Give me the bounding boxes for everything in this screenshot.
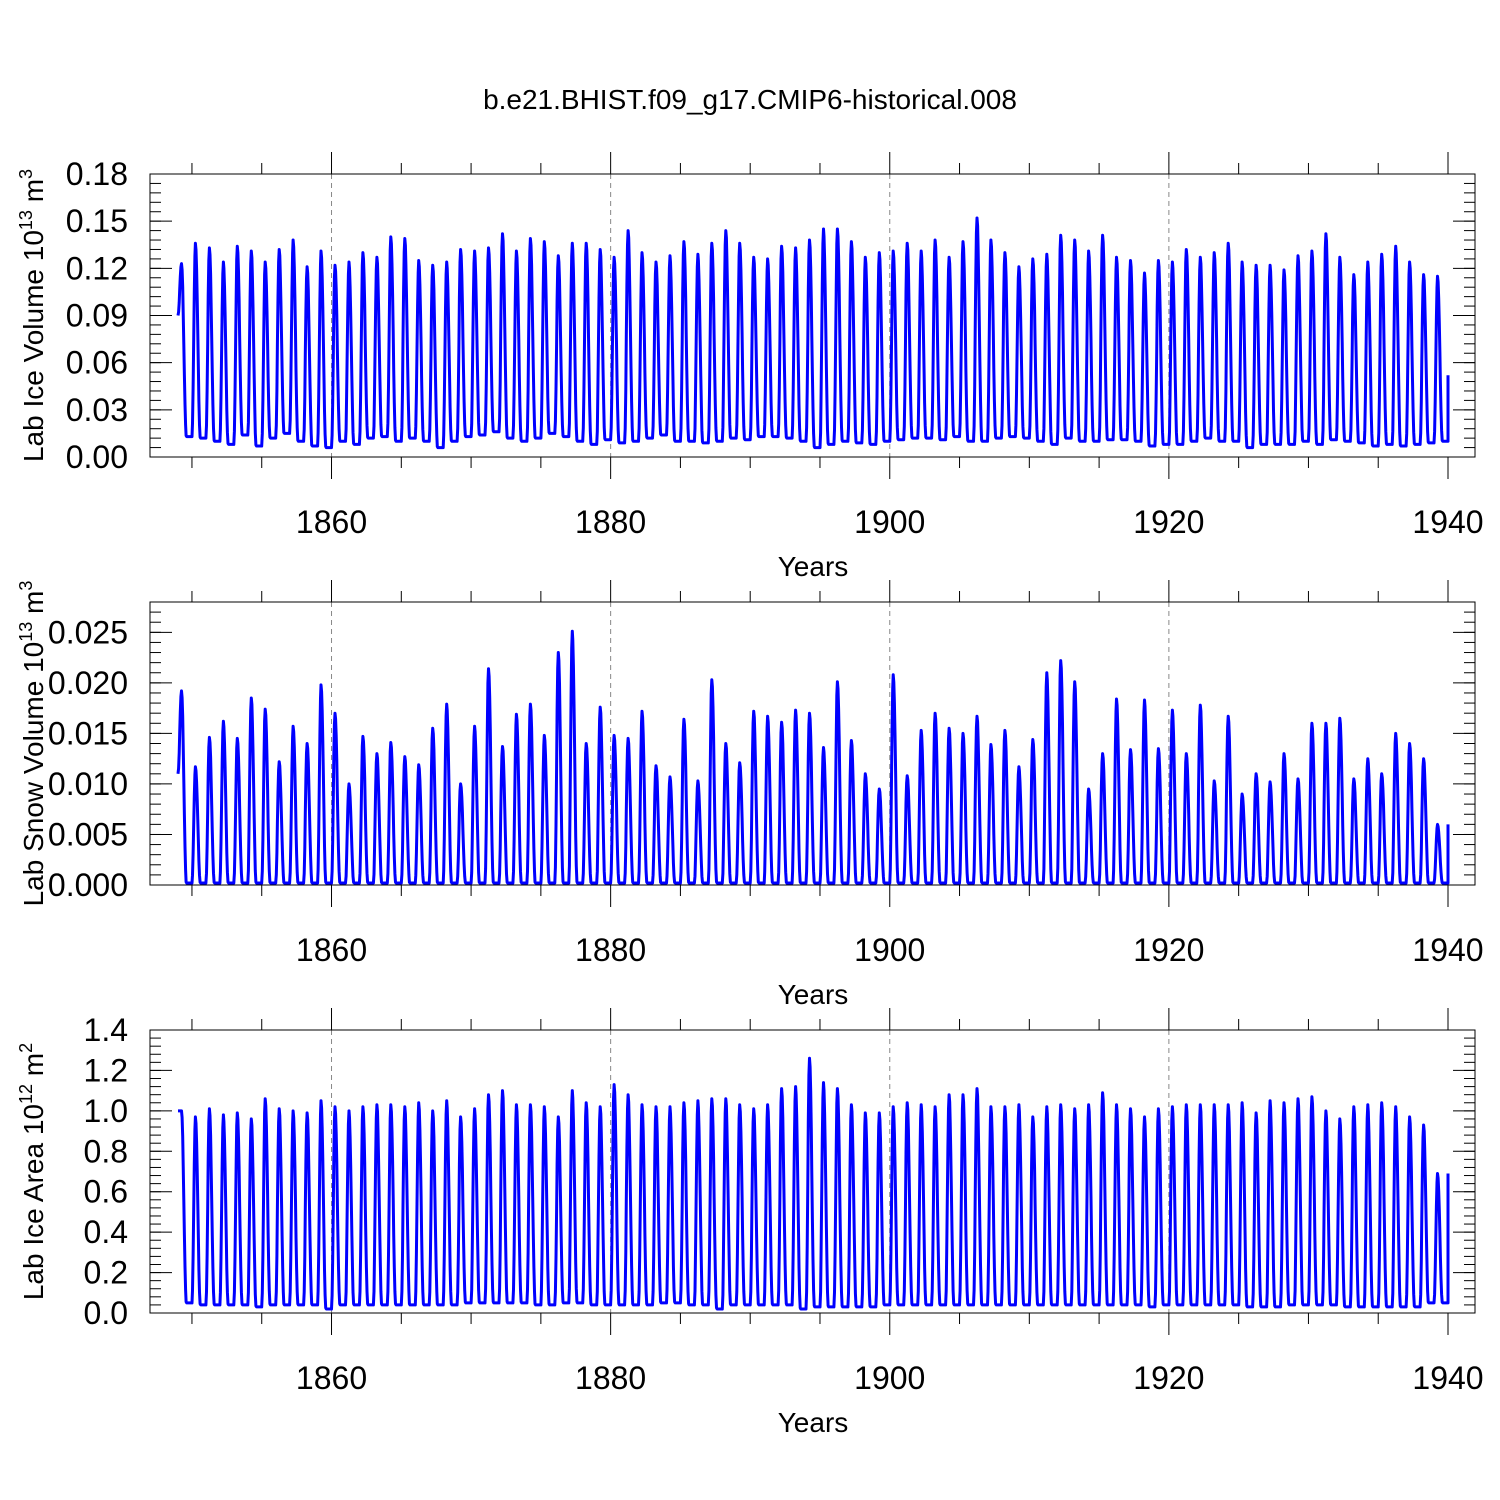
- ytick-label: 0.4: [84, 1214, 128, 1250]
- y-label-superscript: 3: [16, 169, 36, 179]
- y-label-superscript: 2: [16, 1043, 36, 1053]
- xtick-label-1860: 1860: [296, 932, 367, 968]
- ytick-label: 1.4: [84, 1012, 128, 1048]
- ice-volume-y-axis-label: Lab Ice Volume 1013 m3: [16, 169, 49, 462]
- ytick-label: 0.12: [66, 250, 128, 286]
- y-label-text: m: [18, 591, 49, 622]
- xtick-label-1880: 1880: [575, 504, 646, 540]
- xtick-label-1940: 1940: [1412, 1360, 1483, 1396]
- ice-volume-panel: 0.00 0.03 0.06 0.09 0.12 0.15 0.18 1860 1880 1900…: [16, 152, 1484, 582]
- ice-area-y-axis-label: Lab Ice Area 1012 m2: [16, 1043, 49, 1300]
- ytick-label: 0.6: [84, 1174, 128, 1210]
- ytick-label: 0.09: [66, 298, 128, 334]
- ytick-label: 1.2: [84, 1052, 128, 1088]
- ytick-label: 0.15: [66, 203, 128, 239]
- ytick-label: 0.020: [48, 665, 128, 701]
- xtick-label-1900: 1900: [854, 932, 925, 968]
- ytick-label: 0.0: [84, 1295, 128, 1331]
- xtick-label-1940: 1940: [1412, 504, 1483, 540]
- ice-area-plot-frame: [149, 1029, 1476, 1314]
- xtick-label-1860: 1860: [296, 1360, 367, 1396]
- ytick-label: 0.005: [48, 816, 128, 852]
- ytick-label: 0.010: [48, 766, 128, 802]
- xtick-label-1880: 1880: [575, 1360, 646, 1396]
- ytick-label: 0.18: [66, 156, 128, 192]
- y-label-superscript: 13: [16, 622, 36, 642]
- ytick-label: 0.8: [84, 1133, 128, 1169]
- ytick-label: 0.06: [66, 345, 128, 381]
- y-label-text: Lab Ice Volume 10: [18, 230, 49, 462]
- xtick-label-1880: 1880: [575, 932, 646, 968]
- xtick-label-1860: 1860: [296, 504, 367, 540]
- snow-volume-y-axis-label: Lab Snow Volume 1013 m3: [16, 581, 49, 907]
- xtick-label-1940: 1940: [1412, 932, 1483, 968]
- ice-area-x-axis-label: Years: [778, 1407, 849, 1438]
- ytick-label: 1.0: [84, 1093, 128, 1129]
- snow-volume-series-line: [176, 629, 1450, 885]
- y-label-text: Lab Snow Volume 10: [18, 642, 49, 907]
- snow-volume-x-axis-label: Years: [778, 979, 849, 1010]
- xtick-label-1920: 1920: [1133, 932, 1204, 968]
- ice-area-series-line: [177, 1056, 1450, 1311]
- xtick-label-1920: 1920: [1133, 504, 1204, 540]
- ytick-label: 0.2: [84, 1255, 128, 1291]
- xtick-label-1900: 1900: [854, 1360, 925, 1396]
- xtick-label-1920: 1920: [1133, 1360, 1204, 1396]
- ytick-label: 0.025: [48, 614, 128, 650]
- y-label-text: Lab Ice Area 10: [18, 1104, 49, 1300]
- ytick-label: 0.000: [48, 867, 128, 903]
- ytick-label: 0.03: [66, 392, 128, 428]
- ice-area-panel: 0.0 0.2 0.4 0.6 0.8 1.0 1.2 1.4 1860 1880 1900 1920…: [16, 1008, 1484, 1438]
- y-label-superscript: 12: [16, 1084, 36, 1104]
- xtick-label-1900: 1900: [854, 504, 925, 540]
- y-label-superscript: 13: [16, 210, 36, 230]
- y-label-text: m: [18, 1053, 49, 1084]
- y-label-text: m: [18, 179, 49, 210]
- ytick-label: 0.00: [66, 439, 128, 475]
- ice-volume-x-axis-label: Years: [778, 551, 849, 582]
- snow-volume-panel: 0.000 0.005 0.010 0.015 0.020 0.025 1860 1880 19…: [16, 580, 1484, 1010]
- chart-title: b.e21.BHIST.f09_g17.CMIP6-historical.008: [483, 84, 1017, 115]
- ytick-label: 0.015: [48, 715, 128, 751]
- y-label-superscript: 3: [16, 581, 36, 591]
- ice-volume-series-line: [176, 216, 1450, 450]
